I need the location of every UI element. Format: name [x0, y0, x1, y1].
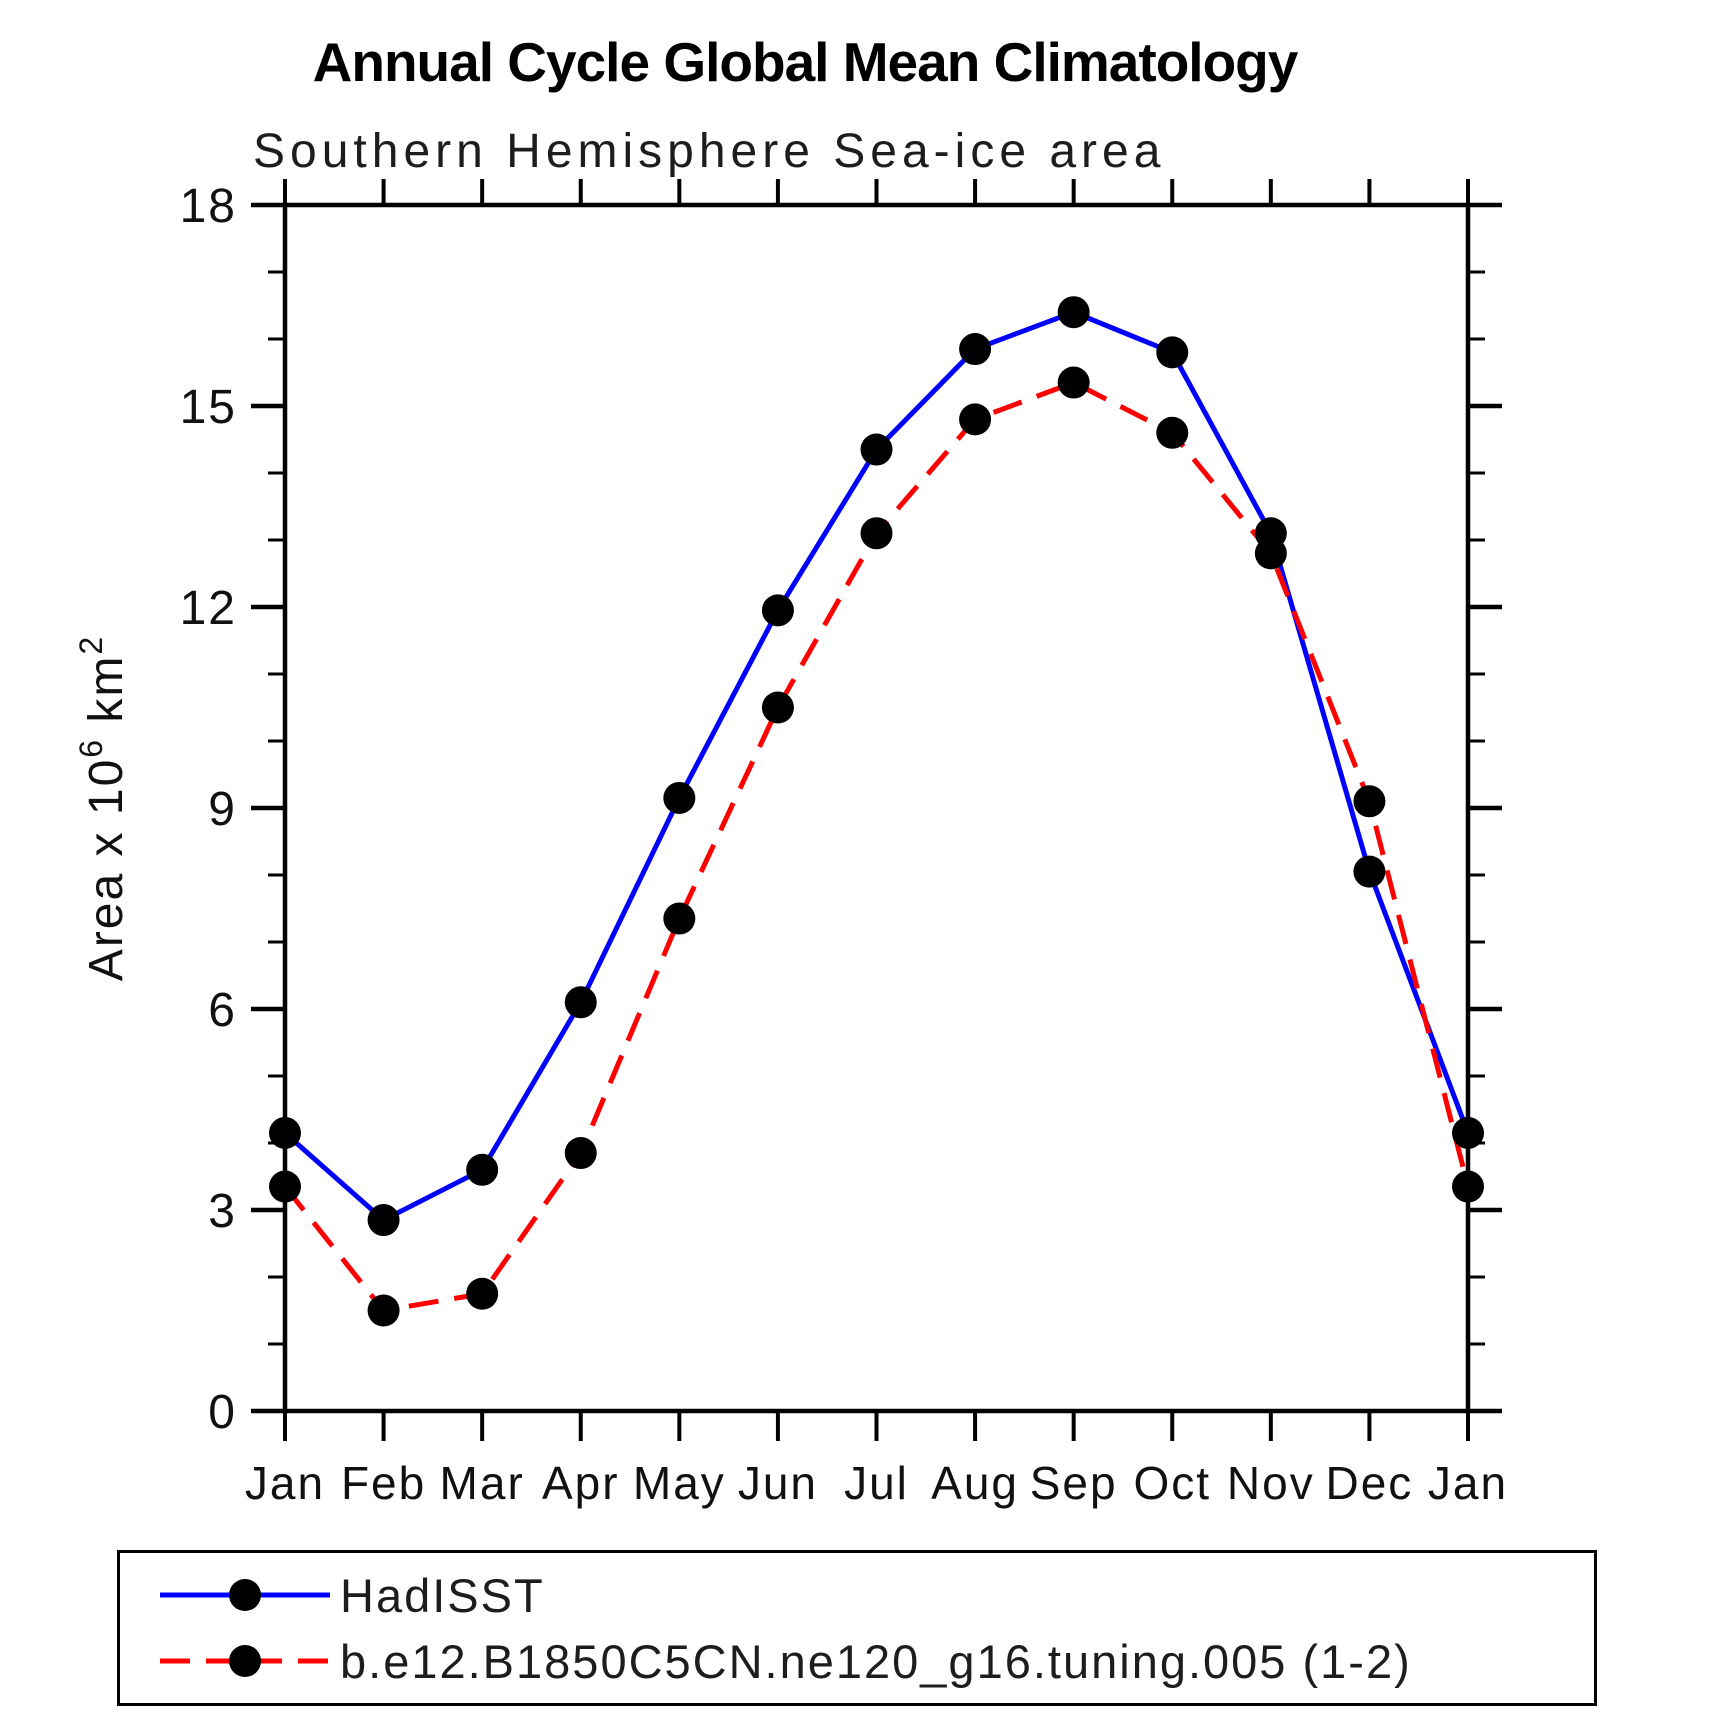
data-point [1156, 336, 1189, 369]
data-point [860, 517, 893, 550]
data-point [1353, 785, 1386, 818]
data-point [1254, 537, 1287, 570]
legend-item-model: b.e12.B1850C5CN.ne120_g16.tuning.005 (1-… [120, 1635, 1594, 1688]
y-tick-label: 9 [208, 783, 237, 836]
y-tick-label: 3 [208, 1185, 237, 1238]
data-point [1057, 296, 1090, 329]
data-point [367, 1294, 400, 1327]
y-tick-label: 12 [180, 582, 237, 635]
data-point [367, 1204, 400, 1237]
data-point [564, 986, 597, 1019]
data-point [860, 433, 893, 466]
data-point [761, 691, 794, 724]
x-tick-label: Dec [1326, 1457, 1414, 1509]
chart-title: Annual Cycle Global Mean Climatology [312, 31, 1299, 93]
data-point [269, 1170, 301, 1203]
data-point [663, 781, 696, 814]
legend-sample-solid [160, 1579, 330, 1611]
x-tick-label: Apr [542, 1457, 620, 1509]
data-point [466, 1277, 499, 1310]
legend-box: HadISST b.e12.B1850C5CN.ne120_g16.tuning… [117, 1550, 1597, 1706]
data-point [1156, 416, 1189, 449]
y-tick-label: 0 [208, 1386, 237, 1439]
data-point [1353, 855, 1386, 888]
x-tick-label: Jan [245, 1457, 325, 1509]
data-point [564, 1137, 597, 1170]
x-tick-label: May [633, 1457, 726, 1509]
y-tick-label: 15 [180, 381, 237, 434]
x-tick-label: Nov [1227, 1457, 1315, 1509]
legend-label-model: b.e12.B1850C5CN.ne120_g16.tuning.005 (1-… [340, 1634, 1412, 1688]
x-tick-label: Aug [931, 1457, 1019, 1509]
data-point [1452, 1116, 1484, 1149]
y-axis-title: Area x 106 km2 [73, 635, 133, 981]
x-tick-label: Feb [341, 1457, 426, 1509]
data-point [761, 594, 794, 627]
legend-marker-icon [229, 1645, 261, 1677]
data-point [1057, 366, 1090, 399]
plot-area: 0 3 6 9 12 15 18 Jan Feb Mar Apr May Jun Jul Aug Sep Oct… [73, 179, 1508, 1509]
x-tick-label: Mar [440, 1457, 525, 1509]
y-tick-label: 18 [180, 180, 237, 233]
legend-sample-dashed [160, 1645, 330, 1677]
data-point [959, 403, 992, 436]
legend-label-hadisst: HadISST [340, 1568, 545, 1622]
x-tick-label: Jul [844, 1457, 909, 1509]
data-point [269, 1116, 301, 1149]
x-tick-label: Sep [1030, 1457, 1118, 1509]
legend-item-hadisst: HadISST [120, 1569, 1594, 1622]
data-point [663, 902, 696, 935]
x-tick-label: Jan [1428, 1457, 1508, 1509]
x-tick-label: Jun [738, 1457, 818, 1509]
plot-border [282, 202, 1471, 1414]
data-point [466, 1153, 499, 1186]
data-point [1452, 1170, 1484, 1203]
chart-subtitle: Southern Hemisphere Sea-ice area [253, 125, 1166, 178]
legend-marker-icon [229, 1579, 261, 1611]
x-tick-label: Oct [1133, 1457, 1211, 1509]
y-tick-label: 6 [208, 984, 237, 1037]
data-point [959, 333, 992, 366]
